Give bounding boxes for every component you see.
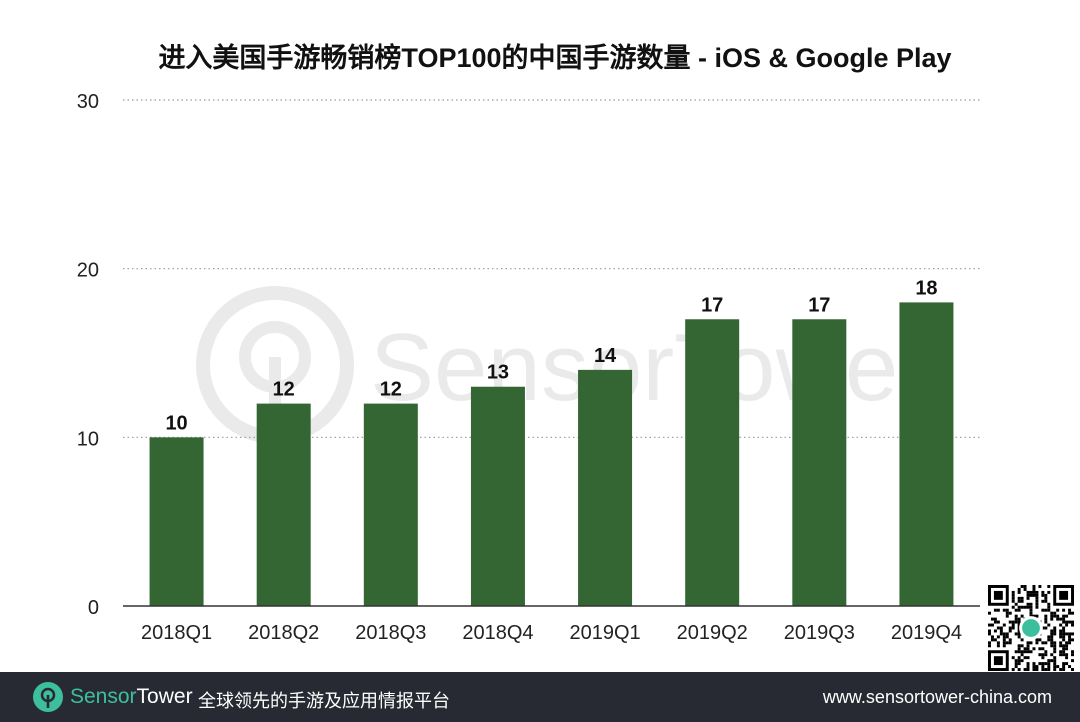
x-tick-label: 2018Q2 bbox=[248, 622, 319, 644]
y-tick-label: 30 bbox=[77, 91, 99, 113]
bar bbox=[149, 437, 204, 606]
data-label: 12 bbox=[273, 379, 295, 401]
bar bbox=[685, 319, 740, 606]
footer-brand: SensorTower bbox=[70, 685, 193, 709]
data-label: 10 bbox=[165, 412, 187, 434]
brand-tower: Tower bbox=[136, 685, 193, 708]
sensortower-logo-icon bbox=[33, 682, 63, 712]
data-label: 14 bbox=[594, 345, 617, 367]
x-tick-label: 2018Q4 bbox=[462, 622, 533, 644]
footer-bar: SensorTower 全球领先的手游及应用情报平台 www.sensortow… bbox=[0, 672, 1080, 722]
footer-url[interactable]: www.sensortower-china.com bbox=[822, 687, 1052, 707]
y-tick-label: 10 bbox=[77, 428, 99, 450]
qr-code bbox=[988, 585, 1074, 671]
x-tick-label: 2019Q3 bbox=[784, 622, 855, 644]
chart-title: 进入美国手游畅销榜TOP100的中国手游数量 - iOS & Google Pl… bbox=[158, 43, 952, 73]
x-tick-label: 2019Q4 bbox=[891, 622, 962, 644]
data-label: 18 bbox=[915, 277, 937, 299]
x-tick-label: 2019Q2 bbox=[677, 622, 748, 644]
data-label: 12 bbox=[380, 379, 402, 401]
data-label: 17 bbox=[808, 294, 830, 316]
x-tick-label: 2018Q3 bbox=[355, 622, 426, 644]
bar bbox=[470, 386, 525, 606]
x-tick-label: 2018Q1 bbox=[141, 622, 212, 644]
data-label: 13 bbox=[487, 362, 509, 384]
brand-sensor: Sensor bbox=[70, 685, 137, 708]
bar bbox=[256, 403, 311, 606]
x-tick-label: 2019Q1 bbox=[569, 622, 640, 644]
data-label: 17 bbox=[701, 294, 723, 316]
y-tick-label: 20 bbox=[77, 260, 99, 282]
bar bbox=[899, 302, 954, 606]
footer-slogan: 全球领先的手游及应用情报平台 bbox=[198, 691, 450, 711]
y-tick-label: 0 bbox=[88, 597, 99, 619]
bar bbox=[792, 319, 847, 606]
bar bbox=[578, 369, 633, 606]
bar-chart: 0 10 20 30 10 2018Q1 12 2018Q2 12 2018Q3 13 2018Q4 1… bbox=[77, 91, 980, 644]
bar bbox=[363, 403, 418, 606]
